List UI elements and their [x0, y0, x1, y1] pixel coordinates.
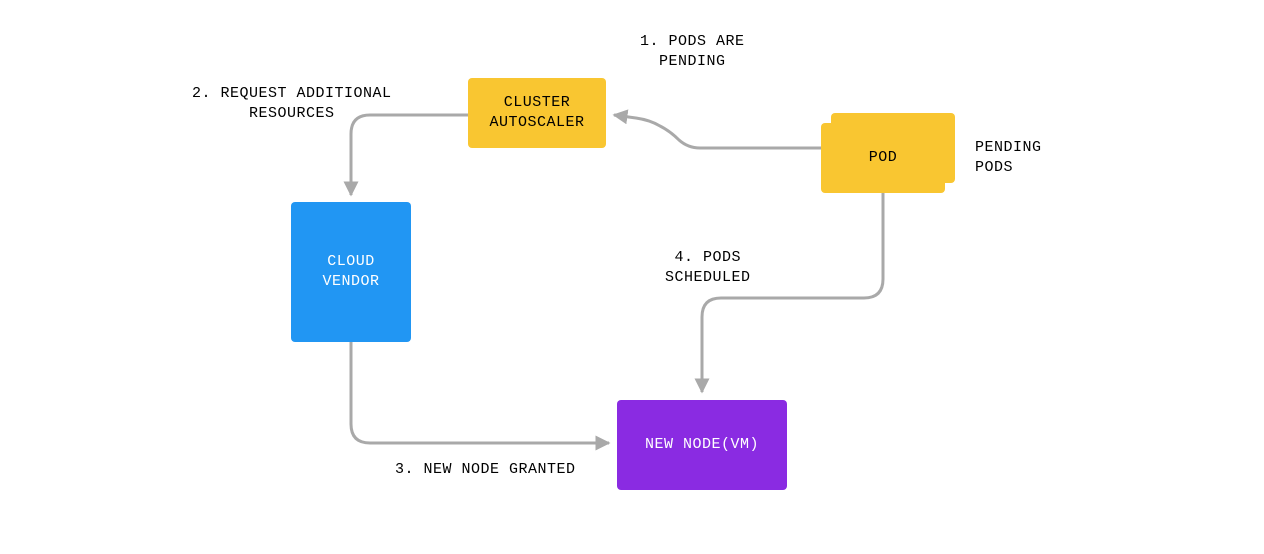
node-pod-label: POD	[869, 148, 898, 168]
node-cloud-vendor: CLOUD VENDOR	[291, 202, 411, 342]
node-pod-front: POD	[821, 123, 945, 193]
diagram-canvas: POD CLUSTER AUTOSCALER CLOUD VENDOR NEW …	[0, 0, 1264, 554]
edge-4-pods-scheduled	[702, 193, 883, 392]
node-cluster-autoscaler: CLUSTER AUTOSCALER	[468, 78, 606, 148]
edge-label-2: 2. REQUEST ADDITIONAL RESOURCES	[192, 84, 392, 125]
edge-label-4: 4. PODS SCHEDULED	[665, 248, 751, 289]
node-cloud-vendor-label: CLOUD VENDOR	[322, 252, 379, 293]
edge-label-1: 1. PODS ARE PENDING	[640, 32, 745, 73]
node-new-node-vm: NEW NODE(VM)	[617, 400, 787, 490]
label-pending-pods: PENDING PODS	[975, 138, 1042, 179]
edge-3-node-granted	[351, 342, 609, 443]
edge-1-pods-pending	[614, 115, 821, 148]
edge-label-3: 3. NEW NODE GRANTED	[395, 460, 576, 480]
edge-2-request-resources	[351, 115, 468, 195]
node-new-node-label: NEW NODE(VM)	[645, 435, 759, 455]
node-cluster-autoscaler-label: CLUSTER AUTOSCALER	[489, 93, 584, 134]
